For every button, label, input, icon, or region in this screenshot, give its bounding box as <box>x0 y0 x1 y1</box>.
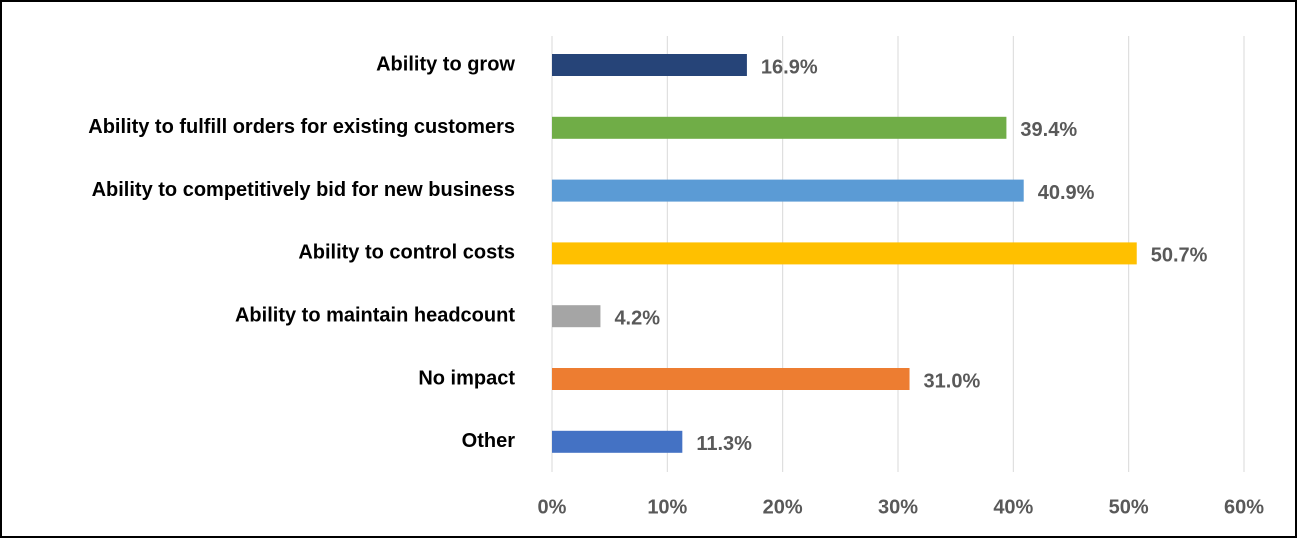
bars <box>552 54 1137 453</box>
x-tick-label: 10% <box>647 496 687 518</box>
x-tick-label: 40% <box>993 496 1033 518</box>
data-label: 31.0% <box>924 370 981 392</box>
bar <box>552 242 1137 265</box>
data-label: 11.3% <box>696 433 752 455</box>
category-label: Ability to grow <box>376 53 515 75</box>
x-tick-label: 50% <box>1109 496 1149 518</box>
bar <box>552 368 910 390</box>
data-label: 39.4% <box>1020 119 1077 141</box>
data-labels: 16.9% 39.4% 40.9% 50.7% 4.2% 31.0% 11.3% <box>614 56 1207 455</box>
category-label: Other <box>462 430 516 452</box>
category-label: No impact <box>418 367 515 389</box>
data-label: 16.9% <box>761 56 818 78</box>
x-tick-label: 0% <box>538 496 567 518</box>
category-label: Ability to control costs <box>298 242 515 264</box>
bar <box>552 116 1007 139</box>
category-label: Ability to fulfill orders for existing c… <box>88 116 515 138</box>
data-label: 40.9% <box>1038 182 1095 204</box>
bar <box>552 179 1024 202</box>
bar <box>552 430 683 453</box>
data-label: 50.7% <box>1151 245 1208 267</box>
category-label: Ability to competitively bid for new bus… <box>92 179 515 201</box>
x-tick-label: 30% <box>878 496 918 518</box>
category-labels: Ability to grow Ability to fulfill orders… <box>88 53 515 452</box>
category-label: Ability to maintain headcount <box>235 304 515 326</box>
bar <box>552 54 747 76</box>
x-axis-tick-labels: 0% 10% 20% 30% 40% 50% 60% <box>538 496 1265 518</box>
x-tick-label: 20% <box>763 496 803 518</box>
bar <box>552 305 601 328</box>
x-tick-label: 60% <box>1224 496 1264 518</box>
data-label: 4.2% <box>614 307 660 329</box>
